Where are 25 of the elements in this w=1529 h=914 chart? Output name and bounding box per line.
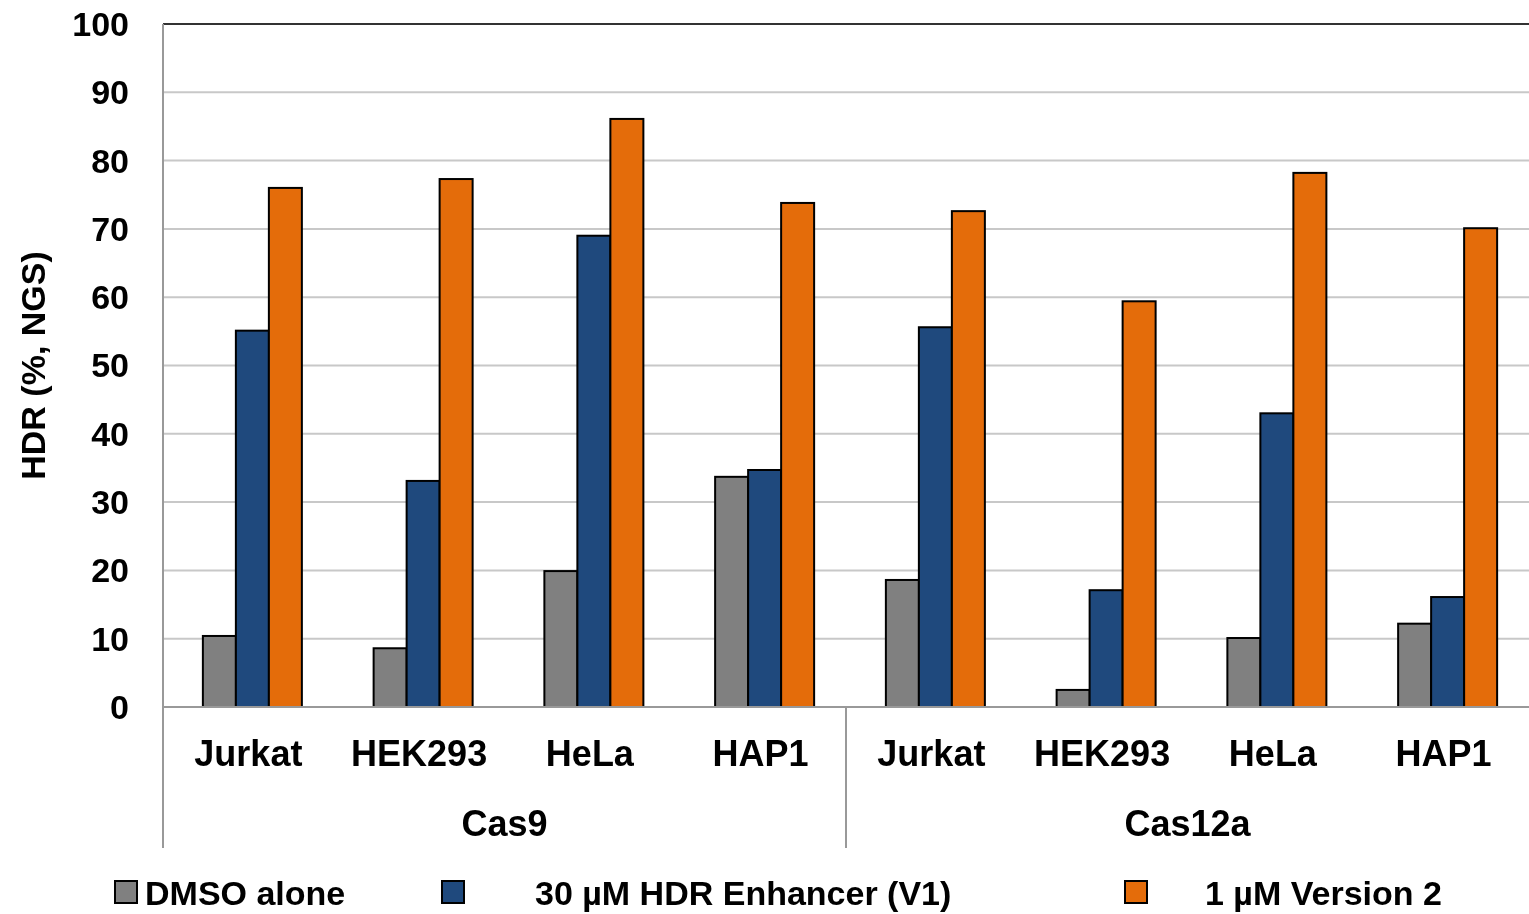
x-tick-label: HeLa bbox=[545, 733, 635, 774]
legend-label: DMSO alone bbox=[145, 873, 346, 912]
x-tick-label: HAP1 bbox=[712, 733, 809, 774]
y-tick-label: 40 bbox=[91, 414, 129, 453]
y-axis-title: HDR (%, NGS) bbox=[14, 251, 52, 480]
y-tick-label: 10 bbox=[91, 619, 129, 658]
y-tick-label: 30 bbox=[91, 483, 129, 521]
y-tick-label: 0 bbox=[110, 687, 129, 726]
y-tick-label: 50 bbox=[91, 346, 129, 385]
x-tick-label: HAP1 bbox=[1395, 733, 1492, 774]
x-tick-label: HEK293 bbox=[1034, 733, 1171, 774]
y-tick-label: 80 bbox=[91, 141, 129, 180]
y-tick-label: 70 bbox=[91, 209, 129, 248]
legend-label: 30 µM HDR Enhancer (V1) bbox=[535, 873, 952, 912]
x-tick-label: HeLa bbox=[1228, 733, 1318, 774]
x-tick-label: Jurkat bbox=[877, 733, 986, 774]
text: Cas9 bbox=[461, 803, 548, 844]
text: Cas12a bbox=[1124, 803, 1252, 844]
y-tick-label: 100 bbox=[72, 4, 129, 43]
x-tick-label: HEK293 bbox=[351, 733, 488, 774]
x-tick-label: Jurkat bbox=[194, 733, 303, 774]
y-tick-label: 60 bbox=[91, 278, 129, 317]
y-tick-label: 90 bbox=[91, 73, 129, 112]
legend-label: 1 µM Version 2 bbox=[1205, 873, 1442, 912]
y-tick-label: 20 bbox=[91, 551, 129, 590]
